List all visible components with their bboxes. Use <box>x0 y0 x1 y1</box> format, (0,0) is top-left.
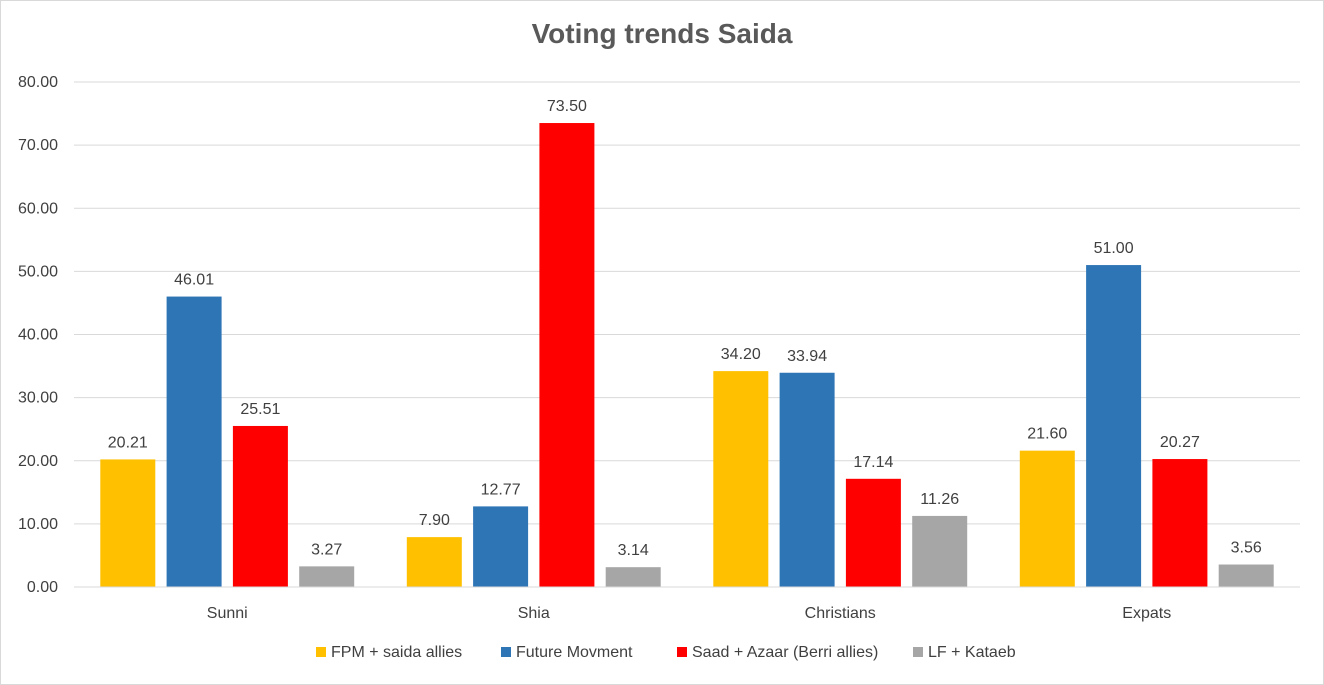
bar <box>299 566 355 587</box>
bar <box>232 425 288 587</box>
data-label: 34.20 <box>721 346 761 363</box>
data-label: 7.90 <box>419 512 450 529</box>
legend-label: LF + Kataeb <box>928 644 1016 661</box>
bar <box>1218 564 1274 587</box>
bar <box>539 123 595 587</box>
bar <box>605 567 661 587</box>
bar <box>166 296 222 587</box>
y-tick-label: 70.00 <box>18 137 58 154</box>
y-tick-label: 30.00 <box>18 390 58 407</box>
y-tick-label: 10.00 <box>18 516 58 533</box>
bar <box>100 459 156 587</box>
x-tick-label: Christians <box>805 605 876 622</box>
data-label: 3.27 <box>311 541 342 558</box>
data-label: 25.51 <box>240 401 280 418</box>
legend-swatch <box>913 647 923 657</box>
bar <box>779 372 835 587</box>
x-tick-label: Expats <box>1122 605 1171 622</box>
legend-label: FPM + saida allies <box>331 644 462 661</box>
y-tick-label: 50.00 <box>18 263 58 280</box>
data-label: 12.77 <box>481 481 521 498</box>
data-label: 20.21 <box>108 434 148 451</box>
data-label: 17.14 <box>853 454 893 471</box>
data-label: 73.50 <box>547 98 587 115</box>
legend-label: Future Movment <box>516 644 633 661</box>
y-tick-label: 60.00 <box>18 200 58 217</box>
data-label: 33.94 <box>787 348 827 365</box>
data-label: 51.00 <box>1094 240 1134 257</box>
bar <box>912 515 968 587</box>
y-tick-label: 80.00 <box>18 74 58 91</box>
y-tick-label: 20.00 <box>18 453 58 470</box>
bar <box>473 506 529 587</box>
legend-label: Saad + Azaar (Berri allies) <box>692 644 878 661</box>
data-label: 46.01 <box>174 272 214 289</box>
data-label: 3.14 <box>618 542 649 559</box>
data-label: 20.27 <box>1160 434 1200 451</box>
legend-swatch <box>677 647 687 657</box>
data-label: 11.26 <box>920 491 959 508</box>
legend-swatch <box>501 647 511 657</box>
bar <box>845 478 901 587</box>
bar <box>713 371 769 587</box>
bar <box>406 537 462 587</box>
y-tick-label: 0.00 <box>27 579 58 596</box>
chart-title: Voting trends Saida <box>531 18 793 49</box>
bar <box>1152 459 1208 587</box>
data-label: 3.56 <box>1231 540 1262 557</box>
bar <box>1019 450 1075 587</box>
y-tick-label: 40.00 <box>18 327 58 344</box>
legend-swatch <box>316 647 326 657</box>
x-tick-label: Shia <box>518 605 550 622</box>
data-label: 21.60 <box>1027 426 1067 443</box>
bar <box>1086 265 1142 587</box>
x-tick-label: Sunni <box>207 605 248 622</box>
